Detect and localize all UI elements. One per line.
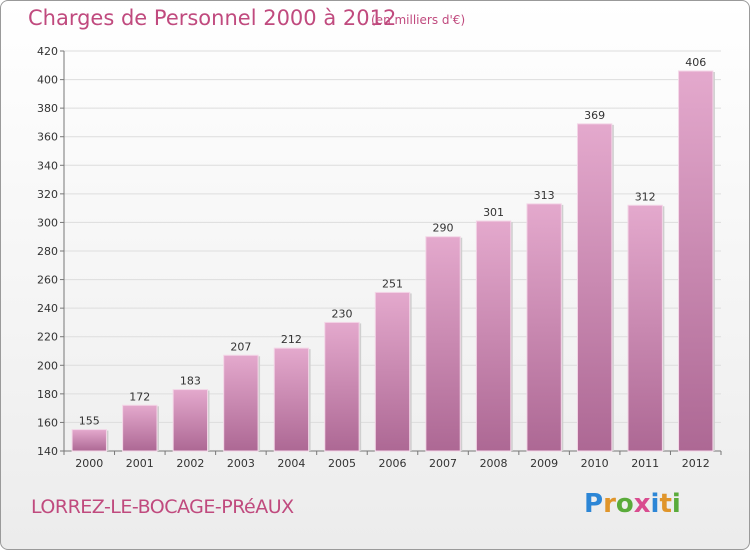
x-tick-label: 2012 [682,457,710,470]
bar [576,123,613,452]
bar-value-label: 172 [129,390,150,403]
y-tick-label: 200 [37,359,58,372]
y-tick-label: 140 [37,445,58,458]
bar [374,291,411,452]
x-tick-label: 2011 [631,457,659,470]
bar-value-label: 230 [331,307,352,320]
bar [678,70,714,452]
bar [627,204,663,452]
y-tick-label: 400 [37,74,58,87]
x-tick-label: 2001 [126,457,154,470]
x-tick-label: 2000 [75,457,103,470]
y-tick-label: 160 [37,416,58,429]
y-tick-label: 280 [37,245,58,258]
bar [526,203,562,452]
bar-value-label: 369 [584,109,605,122]
bar-value-label: 406 [685,56,706,69]
bar-value-label: 312 [635,190,656,203]
proxiti-logo: Proxiti [584,489,681,519]
y-tick-label: 320 [37,188,58,201]
labels: 140 160 180 200 220 240 260 280 300 320 340 360 380 4… [37,45,710,470]
bar-value-label: 313 [534,189,555,202]
bar [425,236,461,452]
bar-value-label: 290 [433,222,454,235]
x-tick-label: 2005 [328,457,356,470]
x-tick-label: 2002 [176,457,204,470]
bar [172,389,209,452]
bar [273,347,310,452]
x-tick-label: 2008 [480,457,508,470]
y-tick-label: 180 [37,388,58,401]
x-tick-label: 2006 [379,457,407,470]
bars [71,70,715,452]
bar [475,220,512,452]
bar-value-label: 183 [180,375,201,388]
bar-value-label: 207 [230,340,251,353]
y-tick-label: 360 [37,131,58,144]
x-tick-label: 2007 [429,457,457,470]
bar [223,354,259,452]
bar [71,429,107,452]
y-tick-label: 240 [37,302,58,315]
bar [122,404,158,452]
x-tick-label: 2004 [277,457,305,470]
x-tick-label: 2010 [581,457,609,470]
y-tick-label: 420 [37,45,58,58]
y-tick-label: 220 [37,331,58,344]
y-tick-label: 380 [37,102,58,115]
bar-value-label: 301 [483,206,504,219]
x-tick-label: 2009 [530,457,558,470]
y-tick-label: 340 [37,159,58,172]
commune-name: LORREZ-LE-BOCAGE-PRéAUX [31,496,294,518]
chart-subtitle: (en milliers d'€) [371,13,466,27]
bar-value-label: 155 [79,415,100,428]
bar [324,321,360,452]
y-tick-label: 260 [37,274,58,287]
bar-value-label: 251 [382,277,403,290]
y-tick-label: 300 [37,216,58,229]
chart-title: Charges de Personnel 2000 à 2012 [28,6,397,30]
x-tick-label: 2003 [227,457,255,470]
bar-value-label: 212 [281,333,302,346]
